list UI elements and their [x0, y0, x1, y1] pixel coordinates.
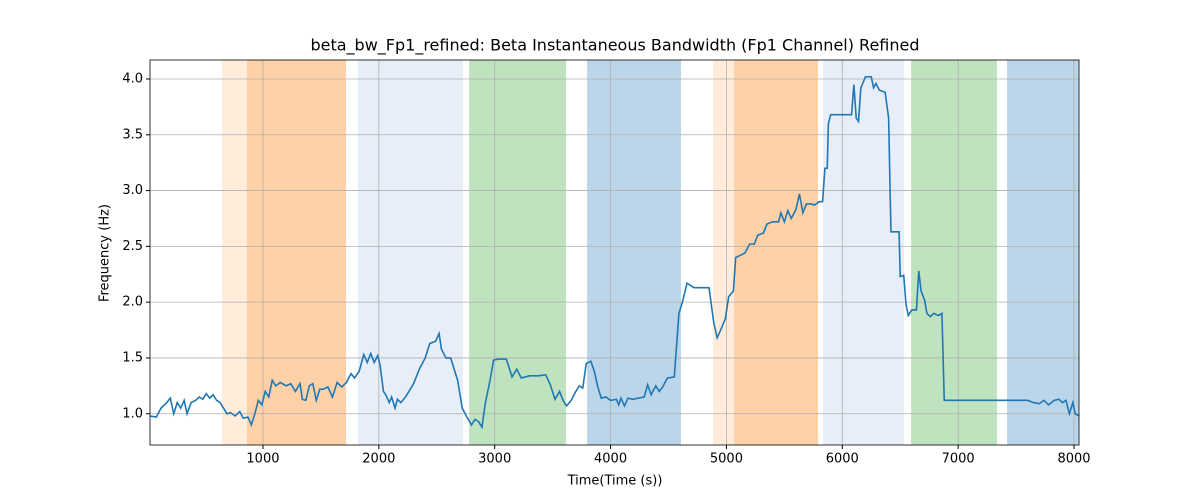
y-tick-label: 4.0 [122, 71, 143, 86]
shaded-span [357, 60, 464, 445]
x-tick-label: 7000 [942, 452, 975, 467]
y-tick-label: 3.0 [122, 183, 143, 198]
shaded-span [911, 60, 997, 445]
shaded-span [823, 60, 905, 445]
data-line [149, 75, 1080, 430]
x-tick-label: 6000 [826, 452, 859, 467]
y-tick-label: 2.5 [122, 239, 143, 254]
shaded-span [1007, 60, 1079, 445]
chart-title: beta_bw_Fp1_refined: Beta Instantaneous … [310, 36, 919, 56]
shaded-span [587, 60, 682, 445]
x-tick-label: 5000 [710, 452, 743, 467]
x-tick-label: 3000 [478, 452, 511, 467]
x-tick-label: 4000 [594, 452, 627, 467]
x-axis-label: Time(Time (s)) [567, 474, 663, 489]
shaded-span [246, 60, 347, 445]
shaded-span [712, 60, 819, 445]
x-tick-label: 8000 [1057, 452, 1090, 467]
shaded-span [221, 60, 347, 445]
y-tick-label: 2.0 [122, 295, 143, 310]
shaded-span [734, 60, 819, 445]
y-tick-label: 1.0 [122, 406, 143, 421]
shaded-span [469, 60, 567, 445]
y-tick-label: 1.5 [122, 350, 143, 365]
x-tick-label: 2000 [362, 452, 395, 467]
x-tick-label: 1000 [246, 452, 279, 467]
y-tick-label: 3.5 [122, 127, 143, 142]
plot-frame [149, 59, 1080, 446]
y-axis-label: Frequency (Hz) [98, 204, 113, 302]
